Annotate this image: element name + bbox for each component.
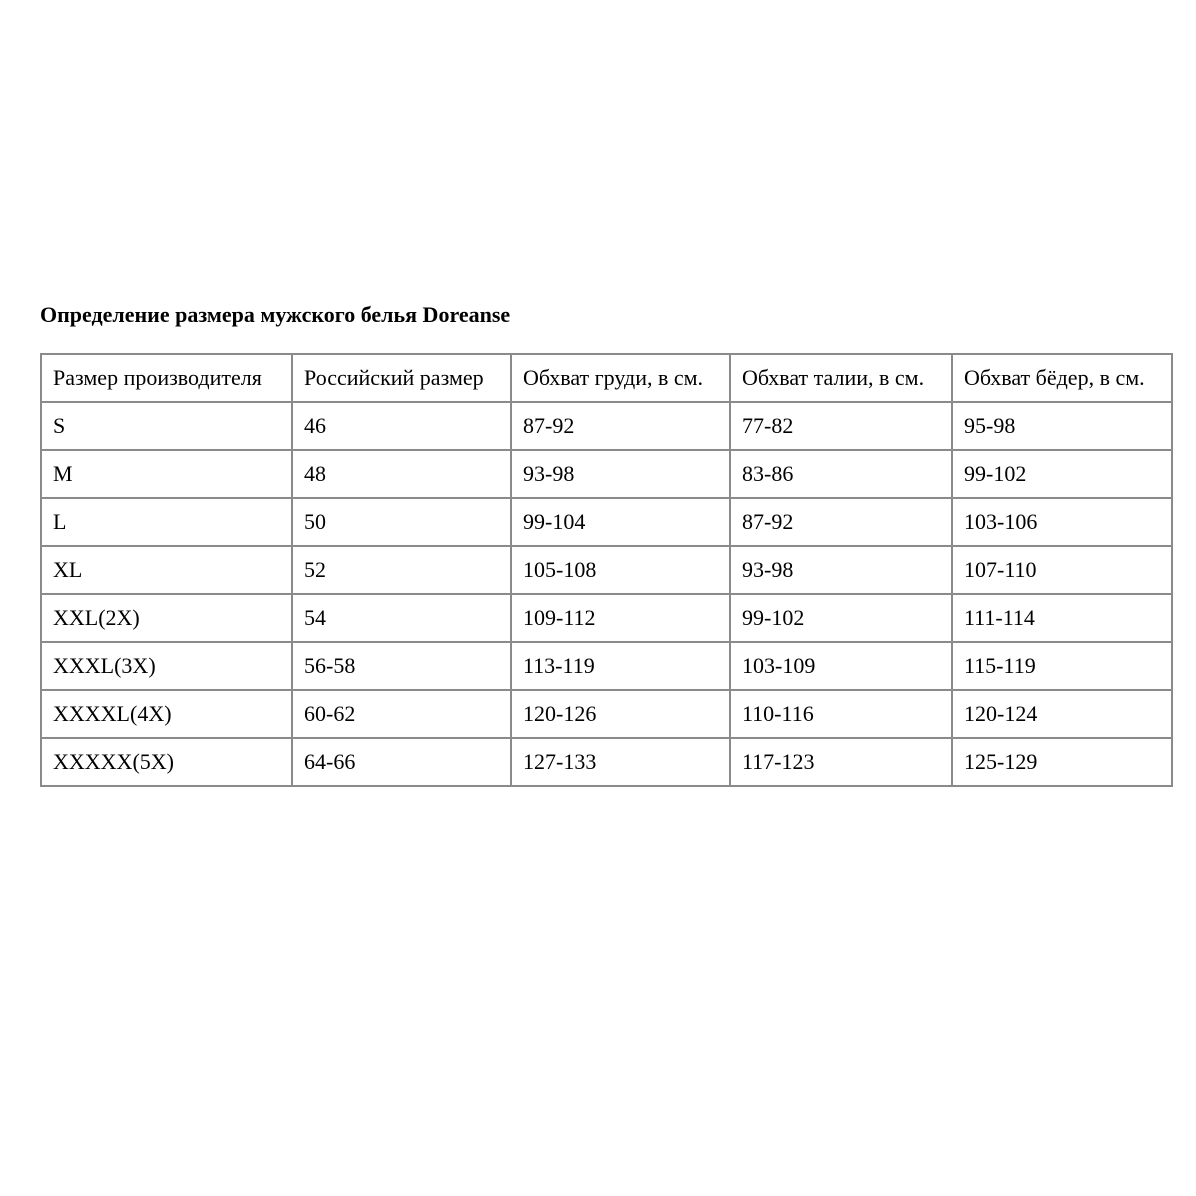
table-cell: 117-123 bbox=[729, 737, 953, 787]
table-cell: 103-106 bbox=[951, 497, 1173, 547]
table-cell: 52 bbox=[291, 545, 512, 595]
table-cell: 48 bbox=[291, 449, 512, 499]
table-header-row: Размер производителя Российский размер Обх… bbox=[40, 353, 1173, 403]
table-cell: XXXXL(4X) bbox=[40, 689, 293, 739]
table-row: L 50 99-104 87-92 103-106 bbox=[40, 497, 1173, 547]
table-cell: 125-129 bbox=[951, 737, 1173, 787]
table-cell: 60-62 bbox=[291, 689, 512, 739]
table-cell: 111-114 bbox=[951, 593, 1173, 643]
table-cell: 93-98 bbox=[510, 449, 731, 499]
table-cell: 46 bbox=[291, 401, 512, 451]
table-cell: 107-110 bbox=[951, 545, 1173, 595]
table-cell: 83-86 bbox=[729, 449, 953, 499]
table-cell: 99-102 bbox=[951, 449, 1173, 499]
table-cell: XXXXX(5X) bbox=[40, 737, 293, 787]
page-title: Определение размера мужского белья Dorea… bbox=[40, 302, 511, 327]
table-cell: S bbox=[40, 401, 293, 451]
table-cell: 120-124 bbox=[951, 689, 1173, 739]
table-row: S 46 87-92 77-82 95-98 bbox=[40, 401, 1173, 451]
table-cell: 120-126 bbox=[510, 689, 731, 739]
table-cell: 93-98 bbox=[729, 545, 953, 595]
header-cell: Обхват груди, в см. bbox=[510, 353, 731, 403]
table-cell: XL bbox=[40, 545, 293, 595]
table-row: XL 52 105-108 93-98 107-110 bbox=[40, 545, 1173, 595]
table-row: XXXXX(5X) 64-66 127-133 117-123 125-129 bbox=[40, 737, 1173, 787]
table-row: XXL(2X) 54 109-112 99-102 111-114 bbox=[40, 593, 1173, 643]
table-cell: 109-112 bbox=[510, 593, 731, 643]
table-cell: 113-119 bbox=[510, 641, 731, 691]
table-cell: XXXL(3X) bbox=[40, 641, 293, 691]
table-row: XXXL(3X) 56-58 113-119 103-109 115-119 bbox=[40, 641, 1173, 691]
table-cell: 54 bbox=[291, 593, 512, 643]
header-cell: Обхват бёдер, в см. bbox=[951, 353, 1173, 403]
size-table: Размер производителя Российский размер Обх… bbox=[40, 353, 1173, 787]
table-cell: 77-82 bbox=[729, 401, 953, 451]
header-cell: Размер производителя bbox=[40, 353, 293, 403]
table-cell: 56-58 bbox=[291, 641, 512, 691]
table-cell: 103-109 bbox=[729, 641, 953, 691]
table-cell: M bbox=[40, 449, 293, 499]
table-cell: 99-102 bbox=[729, 593, 953, 643]
table-cell: 50 bbox=[291, 497, 512, 547]
header-cell: Обхват талии, в см. bbox=[729, 353, 953, 403]
table-cell: 127-133 bbox=[510, 737, 731, 787]
table-cell: 64-66 bbox=[291, 737, 512, 787]
table-cell: 105-108 bbox=[510, 545, 731, 595]
table-cell: XXL(2X) bbox=[40, 593, 293, 643]
table-cell: L bbox=[40, 497, 293, 547]
table-cell: 110-116 bbox=[729, 689, 953, 739]
table-row: XXXXL(4X) 60-62 120-126 110-116 120-124 bbox=[40, 689, 1173, 739]
table-cell: 115-119 bbox=[951, 641, 1173, 691]
table-row: M 48 93-98 83-86 99-102 bbox=[40, 449, 1173, 499]
header-cell: Российский размер bbox=[291, 353, 512, 403]
table-cell: 87-92 bbox=[729, 497, 953, 547]
table-cell: 99-104 bbox=[510, 497, 731, 547]
table-cell: 95-98 bbox=[951, 401, 1173, 451]
table-cell: 87-92 bbox=[510, 401, 731, 451]
